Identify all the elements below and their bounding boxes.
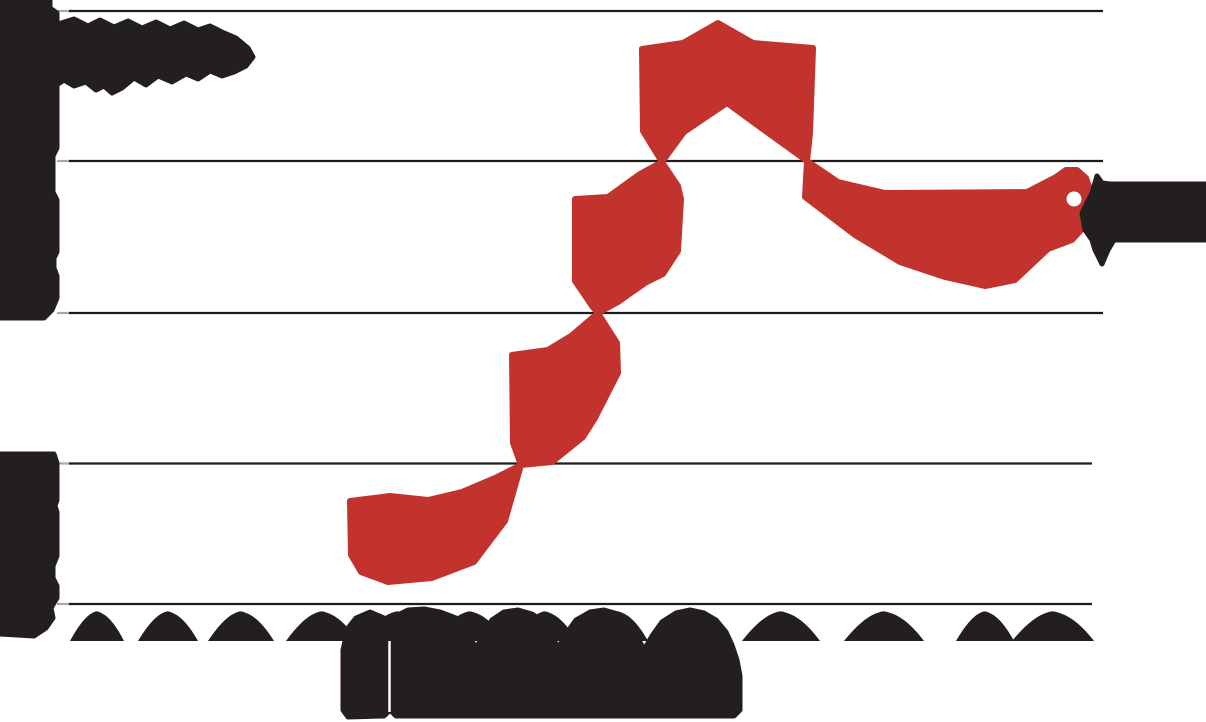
x-tick-label-blob-4 bbox=[360, 611, 436, 641]
x-tick-label-blob-1 bbox=[138, 611, 198, 641]
red-band-layer bbox=[347, 20, 1094, 585]
x-tick-label-blob-12 bbox=[1012, 611, 1094, 641]
y-axis-labels-blob-upper bbox=[0, 0, 60, 321]
end-marker-hole bbox=[1066, 191, 1082, 207]
x-tick-label-blob-8 bbox=[646, 611, 726, 641]
x-tick-label-blob-3 bbox=[286, 611, 358, 641]
red-band-segment-1 bbox=[509, 310, 621, 468]
red-band-segment-3 bbox=[639, 20, 816, 165]
chart-title-blob bbox=[55, 16, 256, 96]
x-tick-label-blob-11 bbox=[956, 611, 1014, 641]
x-tick-label-blob-0 bbox=[70, 611, 124, 641]
x-tick-label-blob-7 bbox=[588, 611, 648, 641]
x-tick-label-blob-5 bbox=[434, 611, 506, 641]
annotation-arrow-blob bbox=[1079, 173, 1206, 267]
x-tick-label-blob-6 bbox=[513, 611, 577, 641]
y-axis-labels-blob-lower bbox=[0, 451, 60, 639]
x-tick-label-blob-10 bbox=[844, 611, 924, 641]
x-tick-label-blob-9 bbox=[742, 611, 820, 641]
gridlines-layer bbox=[57, 9, 1103, 606]
red-band-segment-4 bbox=[802, 158, 1094, 289]
x-tick-label-blob-2 bbox=[208, 611, 274, 641]
end-marker-layer bbox=[1066, 191, 1082, 207]
red-band-segment-0 bbox=[347, 462, 524, 585]
red-band-segment-2 bbox=[572, 159, 684, 316]
